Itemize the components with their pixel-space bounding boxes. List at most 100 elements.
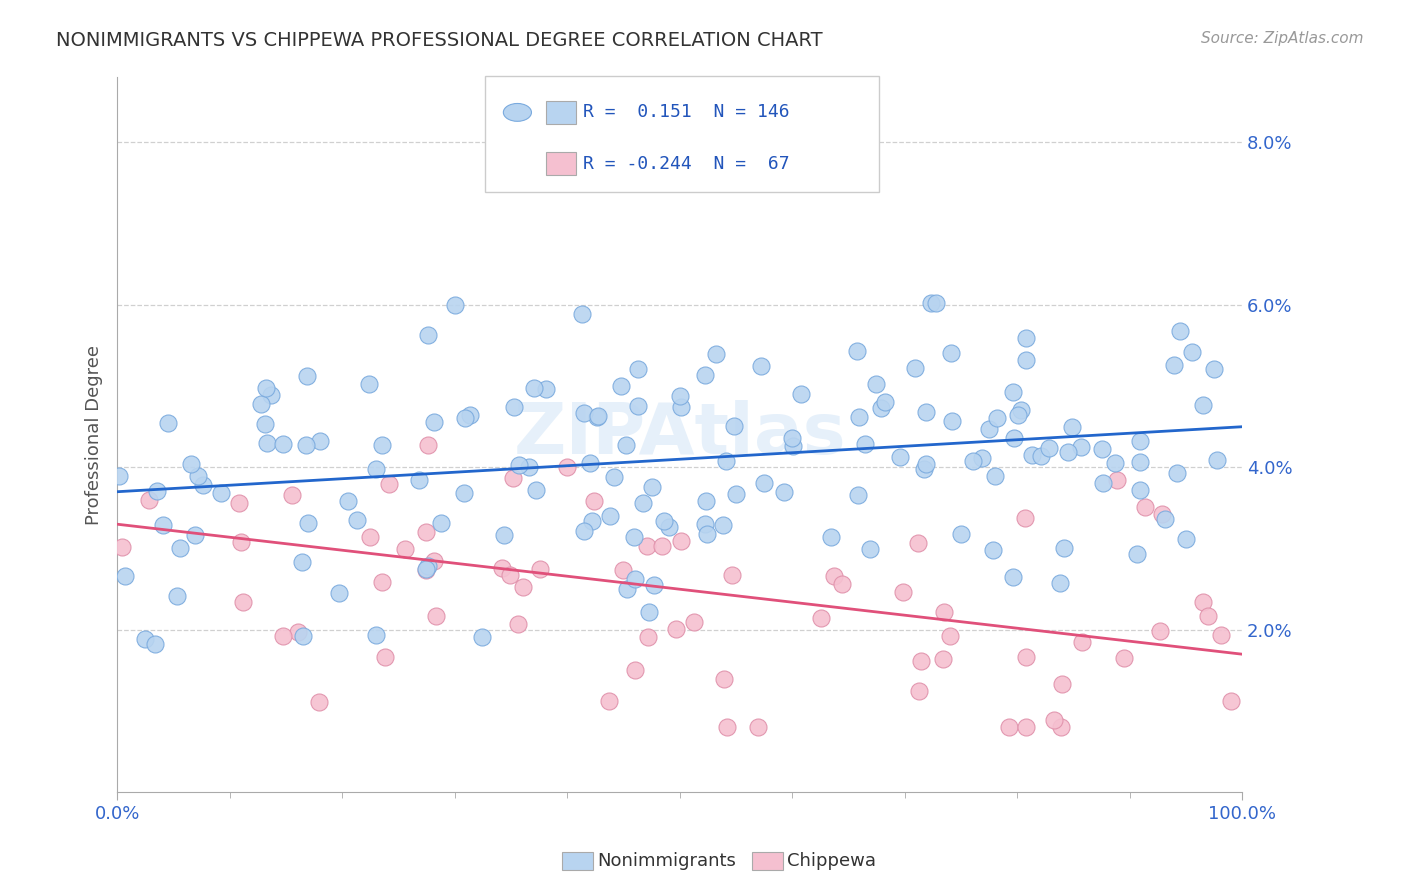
Point bbox=[669, 533, 692, 548]
Point bbox=[772, 485, 794, 500]
Point bbox=[359, 530, 381, 544]
Point bbox=[555, 460, 578, 475]
Point bbox=[187, 469, 209, 483]
Point bbox=[271, 436, 294, 450]
Point bbox=[492, 528, 515, 542]
Point bbox=[1129, 434, 1152, 449]
Point bbox=[1057, 445, 1080, 459]
Point bbox=[907, 536, 929, 550]
Point bbox=[374, 650, 396, 665]
Point bbox=[696, 527, 718, 541]
Point bbox=[166, 589, 188, 603]
Point bbox=[1052, 676, 1074, 690]
Point bbox=[1038, 441, 1060, 455]
Y-axis label: Professional Degree: Professional Degree bbox=[86, 345, 103, 524]
Point bbox=[1181, 344, 1204, 359]
Point bbox=[749, 359, 772, 373]
Point bbox=[184, 528, 207, 542]
Point bbox=[394, 542, 416, 557]
Point bbox=[932, 605, 955, 619]
Point bbox=[962, 454, 984, 468]
Point bbox=[682, 615, 704, 629]
Point bbox=[254, 381, 277, 395]
Point bbox=[107, 469, 129, 483]
Point bbox=[939, 346, 962, 360]
Point bbox=[1104, 457, 1126, 471]
Point bbox=[1092, 475, 1115, 490]
Point bbox=[1126, 548, 1149, 562]
Point bbox=[1010, 403, 1032, 417]
Point bbox=[669, 401, 692, 415]
Point bbox=[1091, 442, 1114, 456]
Point bbox=[1029, 449, 1052, 463]
Point bbox=[981, 543, 1004, 558]
Point bbox=[508, 458, 530, 473]
Point bbox=[415, 562, 437, 576]
Point bbox=[636, 539, 658, 553]
Point bbox=[508, 617, 530, 632]
Point bbox=[1021, 448, 1043, 462]
Point bbox=[499, 568, 522, 582]
Point bbox=[870, 401, 893, 415]
Point bbox=[782, 438, 804, 452]
Point bbox=[156, 416, 179, 430]
Point bbox=[512, 580, 534, 594]
Point bbox=[336, 493, 359, 508]
Point bbox=[328, 585, 350, 599]
Point bbox=[915, 457, 938, 471]
Point bbox=[1129, 455, 1152, 469]
Point bbox=[1002, 431, 1025, 445]
Point bbox=[706, 346, 728, 360]
Point bbox=[1015, 720, 1038, 734]
Point bbox=[281, 487, 304, 501]
Point bbox=[723, 418, 745, 433]
Point bbox=[637, 605, 659, 619]
Point bbox=[716, 453, 738, 467]
Text: ZIPAtlas: ZIPAtlas bbox=[513, 401, 846, 469]
Point bbox=[460, 408, 482, 422]
Point bbox=[915, 404, 938, 418]
Point bbox=[415, 563, 437, 577]
Point bbox=[1197, 609, 1219, 624]
Point bbox=[665, 622, 688, 636]
Point bbox=[610, 379, 633, 393]
Point bbox=[524, 483, 547, 498]
Point bbox=[859, 542, 882, 557]
Point bbox=[1204, 361, 1226, 376]
Point bbox=[292, 629, 315, 643]
Point bbox=[586, 409, 609, 424]
Point bbox=[346, 513, 368, 527]
Point bbox=[831, 577, 853, 591]
Point bbox=[418, 559, 440, 574]
Point bbox=[297, 516, 319, 531]
Point bbox=[287, 624, 309, 639]
Text: Source: ZipAtlas.com: Source: ZipAtlas.com bbox=[1201, 31, 1364, 46]
Point bbox=[904, 361, 927, 376]
Point bbox=[624, 663, 647, 677]
Point bbox=[453, 485, 475, 500]
Point bbox=[875, 394, 897, 409]
Point bbox=[572, 406, 595, 420]
Point bbox=[295, 438, 318, 452]
Point bbox=[907, 683, 929, 698]
Point bbox=[627, 362, 650, 376]
Point bbox=[1152, 507, 1174, 521]
Point bbox=[378, 477, 401, 491]
Point bbox=[932, 652, 955, 666]
Point bbox=[471, 631, 494, 645]
Point bbox=[1163, 358, 1185, 372]
Point bbox=[308, 695, 330, 709]
Point bbox=[1206, 453, 1229, 467]
Point bbox=[912, 462, 935, 476]
Point bbox=[970, 450, 993, 465]
Point bbox=[977, 422, 1000, 436]
Point bbox=[1191, 398, 1213, 412]
Point bbox=[846, 488, 869, 502]
Point bbox=[1007, 409, 1029, 423]
Point bbox=[579, 456, 602, 470]
Point bbox=[491, 561, 513, 575]
Point bbox=[1219, 694, 1241, 708]
Point bbox=[823, 569, 845, 583]
Point bbox=[180, 458, 202, 472]
Point bbox=[582, 493, 605, 508]
